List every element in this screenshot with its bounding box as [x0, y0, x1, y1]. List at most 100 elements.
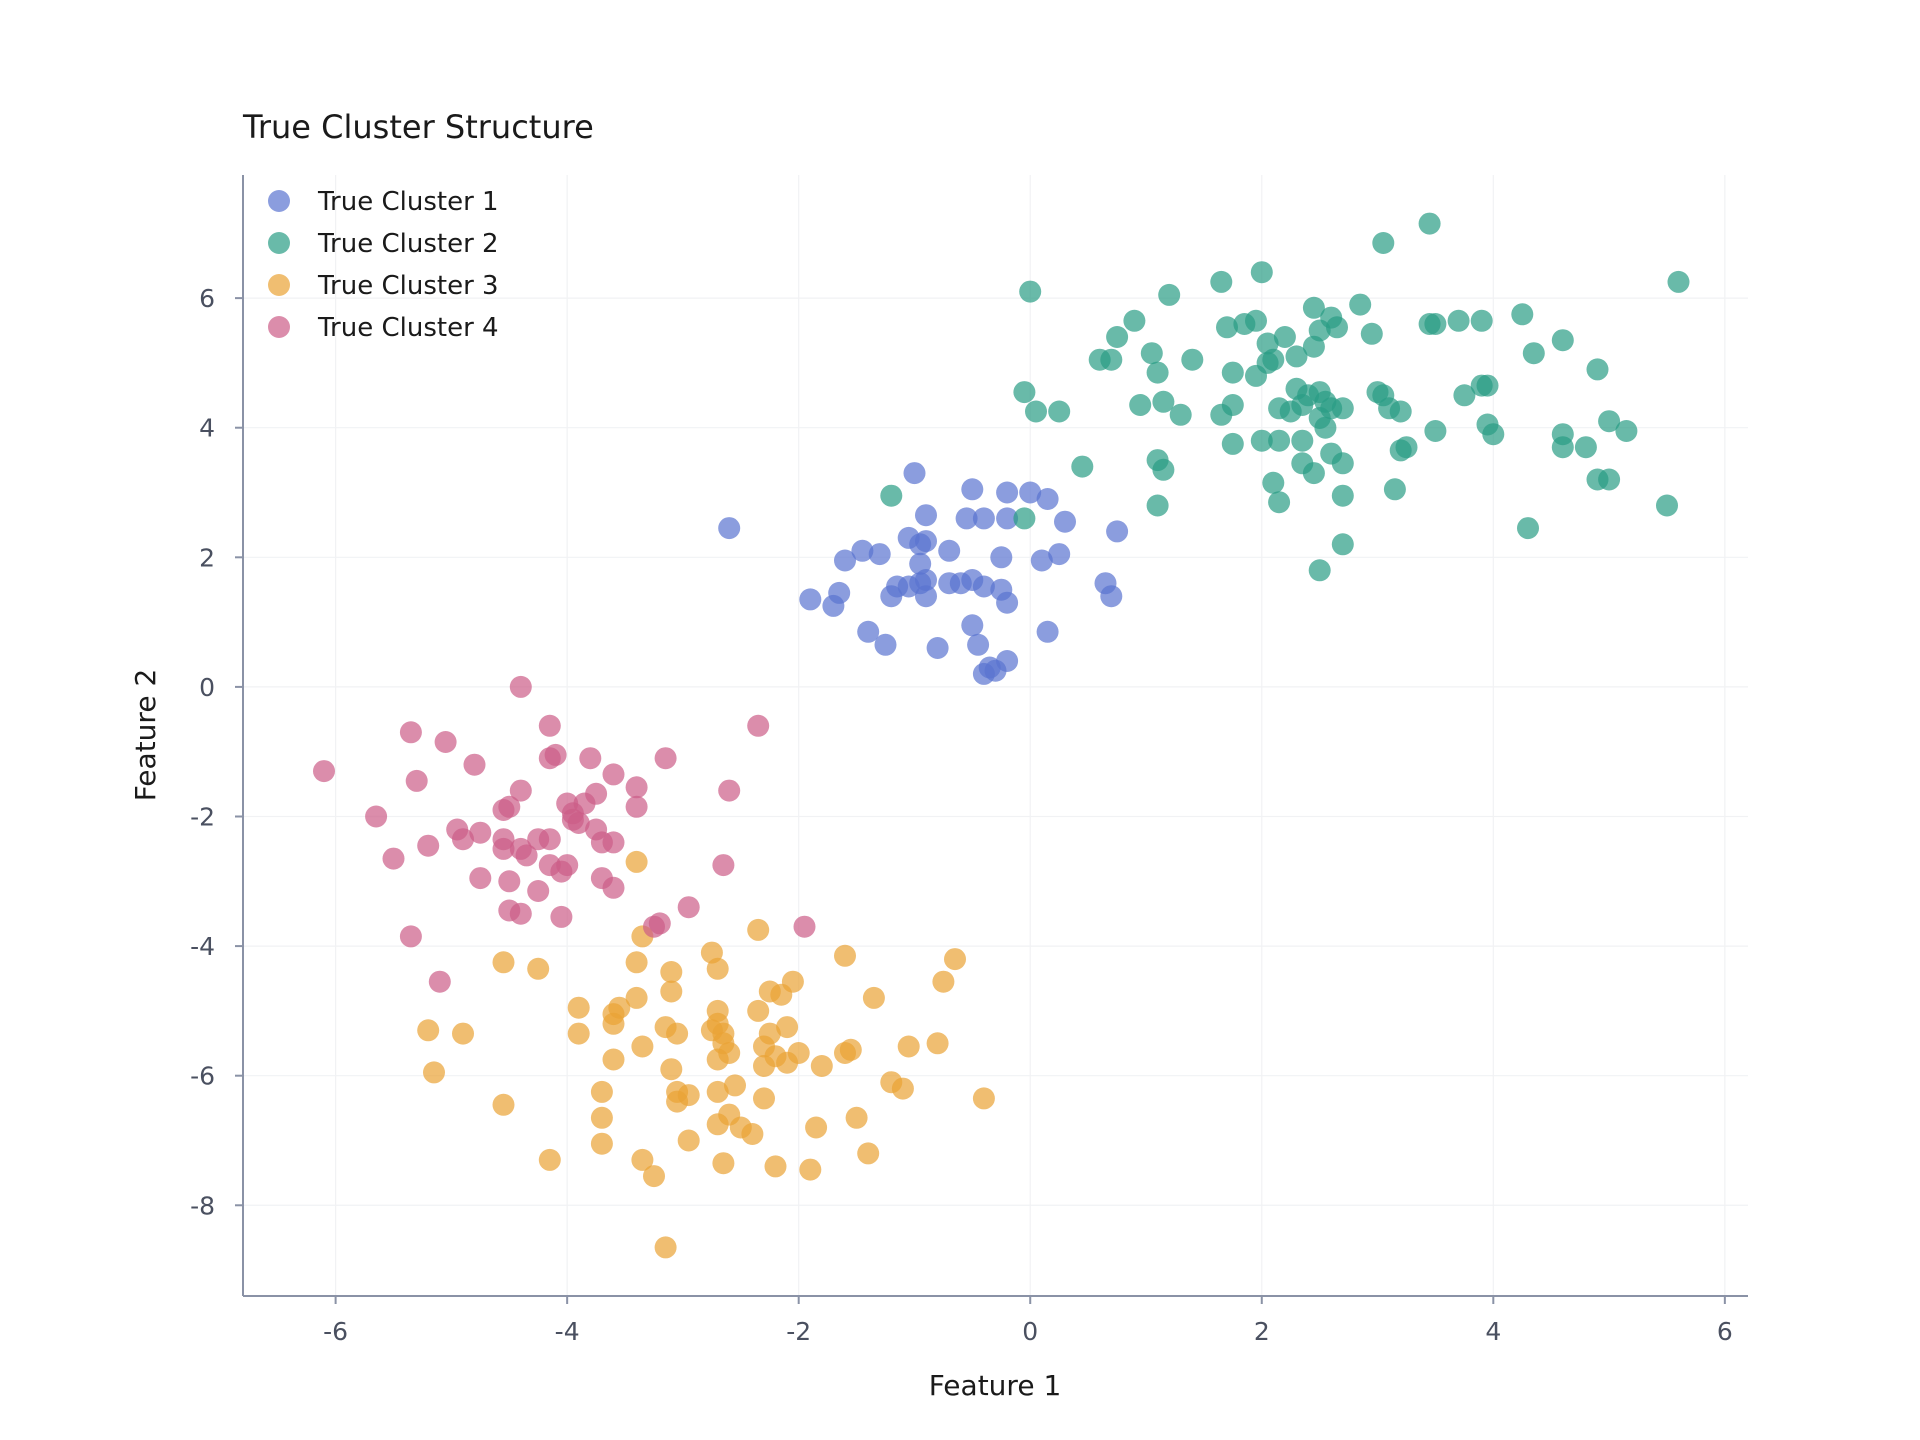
data-point — [915, 504, 937, 527]
data-point — [1551, 436, 1574, 459]
x-axis-label: Feature 1 — [929, 1369, 1062, 1402]
data-point — [805, 1116, 828, 1139]
data-point — [915, 585, 937, 608]
data-point — [631, 1148, 654, 1171]
data-point — [590, 1080, 613, 1103]
data-point — [909, 533, 932, 556]
data-point — [1470, 374, 1493, 397]
data-point — [1285, 345, 1308, 368]
series-2 — [880, 212, 1690, 582]
data-point — [660, 961, 683, 983]
data-point — [417, 1019, 440, 1042]
data-point — [793, 915, 816, 938]
data-point — [839, 1038, 862, 1061]
data-point — [955, 507, 978, 530]
x-tick-label: 0 — [1022, 1317, 1038, 1346]
data-point — [1517, 517, 1539, 540]
data-point — [972, 575, 995, 598]
data-points — [313, 212, 1690, 1259]
data-point — [1025, 400, 1047, 423]
data-point — [492, 837, 515, 860]
data-point — [932, 970, 955, 993]
data-point — [1250, 261, 1273, 284]
data-point — [567, 996, 590, 1019]
data-point — [463, 753, 486, 776]
data-point — [834, 549, 856, 572]
data-point — [399, 721, 422, 744]
data-point — [1273, 326, 1296, 348]
data-point — [1667, 270, 1690, 293]
data-point — [567, 812, 590, 834]
data-point — [897, 1035, 920, 1058]
data-point — [579, 747, 602, 770]
data-point — [718, 1103, 741, 1126]
data-point — [550, 860, 573, 883]
data-point — [527, 957, 550, 980]
data-point — [891, 1077, 914, 1100]
data-point — [776, 1016, 799, 1039]
data-point — [857, 1142, 880, 1165]
data-point — [1054, 510, 1076, 533]
data-point — [1216, 316, 1238, 339]
data-point — [706, 957, 729, 980]
data-point — [538, 714, 561, 737]
data-point — [758, 980, 781, 1003]
data-point — [590, 1132, 613, 1155]
data-point — [822, 594, 845, 617]
grid — [243, 175, 1748, 1296]
data-point — [1106, 326, 1129, 348]
data-point — [509, 779, 532, 802]
data-point — [1048, 543, 1071, 566]
data-point — [799, 1158, 822, 1181]
legend-marker — [268, 316, 290, 338]
data-point — [405, 769, 428, 792]
data-point — [1586, 358, 1609, 381]
x-tick-label: 4 — [1485, 1317, 1501, 1346]
data-point — [706, 1080, 729, 1103]
data-point — [1268, 491, 1291, 514]
data-point — [573, 792, 596, 815]
data-point — [1036, 620, 1059, 643]
data-point — [1245, 309, 1267, 332]
data-point — [718, 517, 741, 540]
data-point — [753, 1087, 775, 1110]
y-axis-label: Feature 2 — [129, 669, 162, 802]
data-point — [498, 870, 521, 893]
data-point — [625, 850, 648, 873]
data-point — [509, 902, 532, 925]
data-point — [1152, 390, 1175, 413]
data-point — [1418, 212, 1441, 235]
data-point — [492, 1093, 515, 1116]
data-point — [631, 1035, 654, 1058]
data-point — [492, 799, 515, 821]
y-tick-label: -8 — [190, 1191, 215, 1220]
data-point — [851, 539, 874, 562]
data-point — [399, 925, 422, 948]
series-3 — [417, 850, 995, 1259]
data-point — [1071, 455, 1094, 478]
data-point — [1013, 507, 1036, 530]
data-point — [492, 951, 515, 974]
data-point — [1291, 429, 1314, 452]
legend-marker — [268, 232, 290, 254]
data-point — [1522, 342, 1545, 365]
data-point — [1100, 585, 1123, 608]
data-point — [602, 1012, 625, 1035]
y-tick-label: -2 — [190, 802, 215, 831]
data-point — [365, 805, 388, 828]
data-point — [996, 507, 1019, 530]
data-point — [1302, 335, 1325, 358]
data-point — [313, 760, 335, 783]
data-point — [1383, 478, 1406, 501]
data-point — [1302, 462, 1325, 485]
data-point — [1331, 397, 1354, 420]
data-point — [972, 1087, 995, 1110]
y-tick-label: 2 — [199, 543, 215, 572]
data-point — [1331, 452, 1354, 475]
data-point — [718, 779, 741, 802]
data-point — [1470, 309, 1493, 332]
data-point — [724, 1074, 746, 1097]
data-point — [509, 675, 532, 698]
data-point — [625, 986, 648, 1009]
axes — [242, 175, 1748, 1297]
